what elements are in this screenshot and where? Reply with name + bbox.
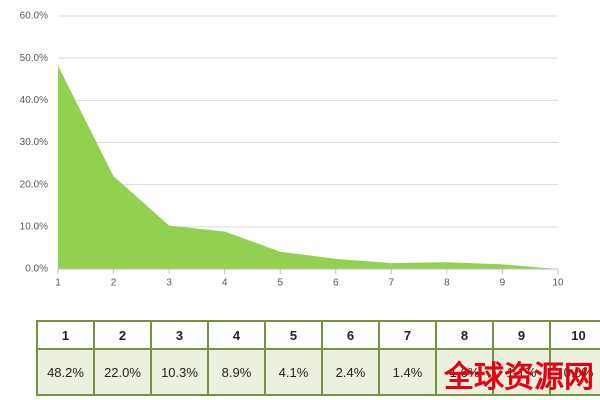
header-cell: 8 [435,320,494,350]
header-cell: 9 [492,320,551,350]
x-tick-label: 4 [222,278,228,289]
header-cell: 10 [549,320,600,350]
chart: 0.0% 10.0% 20.0% 30.0% 40.0% 50.0% 60.0% 1 2 3 4 5 6… [20,11,564,289]
header-cell: 3 [150,320,209,350]
area [58,65,558,269]
value-cell: 1.6% [435,348,494,396]
value-cell: 0.0% [549,348,600,396]
header-cell: 7 [378,320,437,350]
x-tick-label: 1 [55,278,61,289]
x-tick-label: 9 [500,278,506,289]
value-cell: 8.9% [207,348,266,396]
header-row: 1 2 3 4 5 6 7 8 9 10 [36,320,600,350]
data-table: 1 2 3 4 5 6 7 8 9 10 48.2% 22.0% 10.3% 8.9% 4.1% 2.4% 1… [36,320,600,396]
y-tick-label: 30.0% [20,137,48,148]
value-cell: 22.0% [93,348,152,396]
y-tick-label: 20.0% [20,179,48,190]
x-tick-label: 7 [389,278,395,289]
y-tick-label: 0.0% [25,264,48,275]
x-tick-label: 5 [277,278,283,289]
x-tick-label: 2 [111,278,117,289]
watermark: 全球资源网 [444,360,594,395]
value-cell: 2.4% [321,348,380,396]
header-cell: 6 [321,320,380,350]
x-tick-label: 10 [552,278,564,289]
value-row: 48.2% 22.0% 10.3% 8.9% 4.1% 2.4% 1.4% 1.6% 1.1% 0… [36,348,600,396]
y-tick-label: 50.0% [20,53,48,64]
value-cell: 48.2% [36,348,95,396]
y-tick-label: 40.0% [20,95,48,106]
header-cell: 5 [264,320,323,350]
x-tick-label: 6 [333,278,339,289]
header-cell: 2 [93,320,152,350]
header-cell: 4 [207,320,266,350]
header-cell: 1 [36,320,95,350]
value-cell: 1.1% [492,348,551,396]
x-tick-label: 3 [166,278,172,289]
value-cell: 4.1% [264,348,323,396]
y-tick-label: 10.0% [20,221,48,232]
x-tick-label: 8 [444,278,450,289]
value-cell: 1.4% [378,348,437,396]
y-tick-label: 60.0% [20,11,48,22]
value-cell: 10.3% [150,348,209,396]
